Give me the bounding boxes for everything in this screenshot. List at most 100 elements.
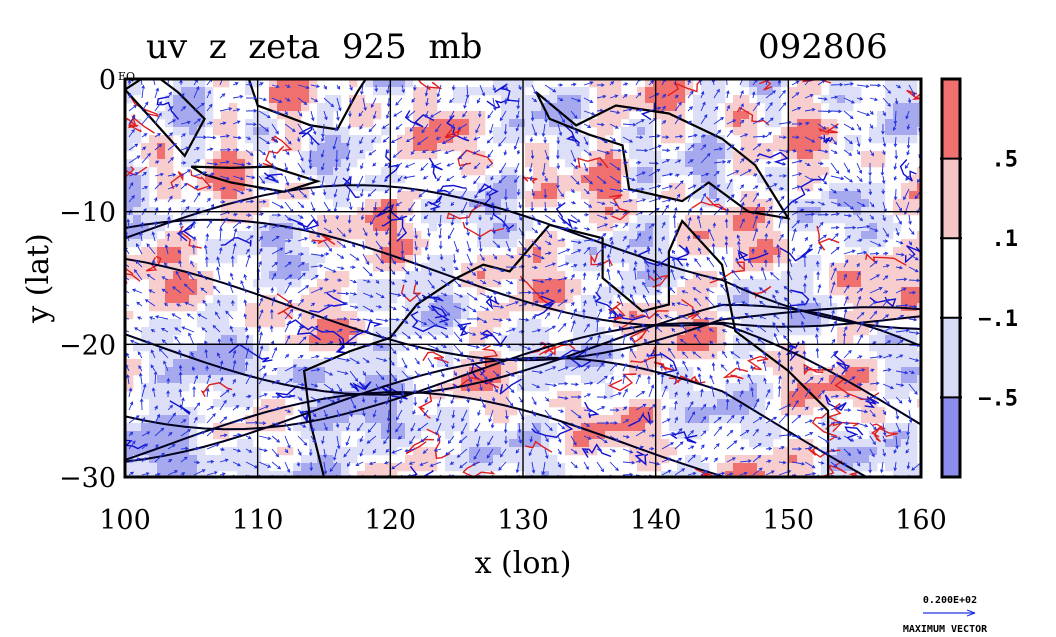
vorticity-cell: [669, 167, 678, 176]
vorticity-cell: [341, 375, 350, 384]
wind-vector: [711, 362, 716, 372]
vorticity-cell: [269, 375, 278, 384]
wind-vector: [310, 264, 324, 268]
vorticity-cell: [333, 439, 342, 448]
vorticity-cell: [189, 303, 198, 312]
vorticity-cell: [717, 87, 726, 96]
vorticity-cell: [701, 327, 710, 336]
vorticity-cell: [621, 135, 630, 144]
vorticity-cell: [293, 79, 302, 88]
vorticity-cell: [733, 303, 742, 312]
wind-vector: [400, 214, 404, 221]
vorticity-cell: [261, 271, 270, 280]
wind-vector: [154, 181, 163, 190]
vorticity-cell: [397, 87, 406, 96]
vorticity-cell: [237, 367, 246, 376]
vorticity-cell: [549, 351, 558, 360]
wind-vector: [769, 271, 780, 281]
wind-vector: [749, 354, 754, 359]
vorticity-cell: [773, 319, 782, 328]
wind-vector: [922, 290, 931, 293]
vorticity-cell: [749, 215, 758, 224]
vorticity-cell: [405, 287, 414, 296]
vorticity-cell: [477, 167, 486, 176]
vorticity-cell: [485, 255, 494, 264]
vorticity-cell: [693, 143, 702, 152]
vorticity-cell: [845, 383, 854, 392]
vorticity-cell: [133, 167, 142, 176]
vorticity-cell: [493, 199, 502, 208]
wind-vector: [674, 114, 682, 125]
vorticity-cell: [789, 271, 798, 280]
vorticity-cell: [493, 439, 502, 448]
vorticity-cell: [805, 183, 814, 192]
vorticity-cell: [773, 255, 782, 264]
vorticity-cell: [533, 343, 542, 352]
wind-vector: [232, 188, 245, 195]
vorticity-cell: [421, 423, 430, 432]
vorticity-cell: [741, 455, 750, 464]
vorticity-cell: [821, 119, 830, 128]
vorticity-cell: [701, 399, 710, 408]
vorticity-cell: [365, 215, 374, 224]
vorticity-cell: [461, 279, 470, 288]
vorticity-cell: [501, 311, 510, 320]
vorticity-cell: [797, 375, 806, 384]
vorticity-cell: [685, 415, 694, 424]
vorticity-cell: [605, 199, 614, 208]
wind-vector: [617, 293, 624, 307]
vorticity-cell: [821, 143, 830, 152]
wind-vector: [856, 123, 862, 131]
vorticity-cell: [581, 311, 590, 320]
vorticity-cell: [645, 431, 654, 440]
vorticity-cell: [821, 383, 830, 392]
wind-vector: [830, 136, 837, 146]
wind-vector: [765, 148, 772, 153]
vorticity-cell: [389, 319, 398, 328]
wind-vector: [440, 292, 448, 297]
vorticity-cell: [469, 455, 478, 464]
wind-vector: [138, 365, 143, 372]
vorticity-cell: [765, 167, 774, 176]
vorticity-cell: [229, 127, 238, 136]
vorticity-cell: [517, 95, 526, 104]
wind-vector: [518, 344, 532, 351]
vorticity-cell: [733, 111, 742, 120]
wind-vector: [323, 214, 327, 224]
wind-vector: [828, 294, 833, 307]
wind-vector: [144, 299, 156, 307]
vorticity-cell: [477, 159, 486, 168]
vorticity-cell: [637, 151, 646, 160]
wind-vector: [726, 194, 735, 203]
vorticity-cell: [445, 463, 454, 472]
vorticity-cell: [445, 431, 454, 440]
vorticity-cell: [445, 343, 454, 352]
vorticity-cell: [853, 215, 862, 224]
vorticity-contour: [630, 346, 657, 364]
wind-vector: [477, 110, 482, 118]
vorticity-cell: [277, 311, 286, 320]
vorticity-cell: [861, 239, 870, 248]
wind-vector: [622, 160, 629, 165]
vorticity-cell: [285, 79, 294, 88]
vorticity-cell: [229, 383, 238, 392]
vorticity-cell: [213, 303, 222, 312]
vorticity-cell: [525, 247, 534, 256]
vorticity-cell: [165, 95, 174, 104]
vorticity-cell: [149, 439, 158, 448]
vorticity-cell: [421, 311, 430, 320]
vorticity-cell: [317, 215, 326, 224]
vorticity-cell: [333, 303, 342, 312]
wind-vector: [596, 282, 602, 294]
wind-vector: [709, 374, 715, 385]
vorticity-cell: [861, 279, 870, 288]
vorticity-cell: [885, 335, 894, 344]
vorticity-cell: [429, 143, 438, 152]
wind-vector: [869, 368, 875, 373]
wind-vector: [679, 276, 689, 281]
vorticity-cell: [365, 183, 374, 192]
wind-vector: [414, 344, 419, 351]
vorticity-cell: [357, 135, 366, 144]
wind-vector: [752, 227, 758, 242]
vorticity-cell: [149, 359, 158, 368]
